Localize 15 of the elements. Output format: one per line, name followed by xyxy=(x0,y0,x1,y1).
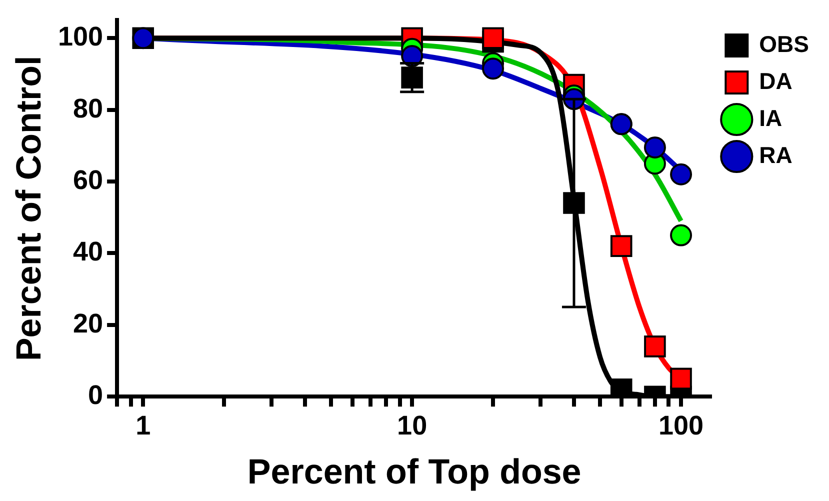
legend-label: DA xyxy=(759,68,792,94)
legend-label: RA xyxy=(759,142,792,168)
y-tick-label: 60 xyxy=(73,164,104,195)
x-tick-label: 100 xyxy=(658,410,704,440)
y-axis-title: Percent of Control xyxy=(10,56,49,362)
legend-label: IA xyxy=(759,104,782,131)
x-tick-label: 1 xyxy=(136,410,151,440)
y-tick-label: 80 xyxy=(73,93,104,124)
y-tick-label: 0 xyxy=(88,380,104,410)
x-axis-title: Percent of Top dose xyxy=(247,452,582,492)
legend-label: OBS xyxy=(759,30,810,57)
x-tick-label: 10 xyxy=(397,410,428,440)
y-tick-label: 20 xyxy=(73,308,104,338)
y-tick-label: 40 xyxy=(73,236,104,267)
y-tick-label: 100 xyxy=(58,22,104,52)
